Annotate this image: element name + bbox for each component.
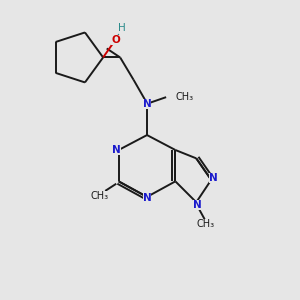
Text: O: O: [111, 35, 120, 45]
Text: N: N: [209, 173, 218, 183]
Text: CH₃: CH₃: [196, 219, 214, 230]
Text: N: N: [142, 194, 152, 203]
Text: H: H: [118, 23, 126, 33]
Text: CH₃: CH₃: [175, 92, 193, 101]
Text: N: N: [194, 200, 202, 210]
Text: N: N: [112, 145, 121, 155]
Text: CH₃: CH₃: [91, 191, 109, 201]
Text: N: N: [142, 99, 152, 109]
